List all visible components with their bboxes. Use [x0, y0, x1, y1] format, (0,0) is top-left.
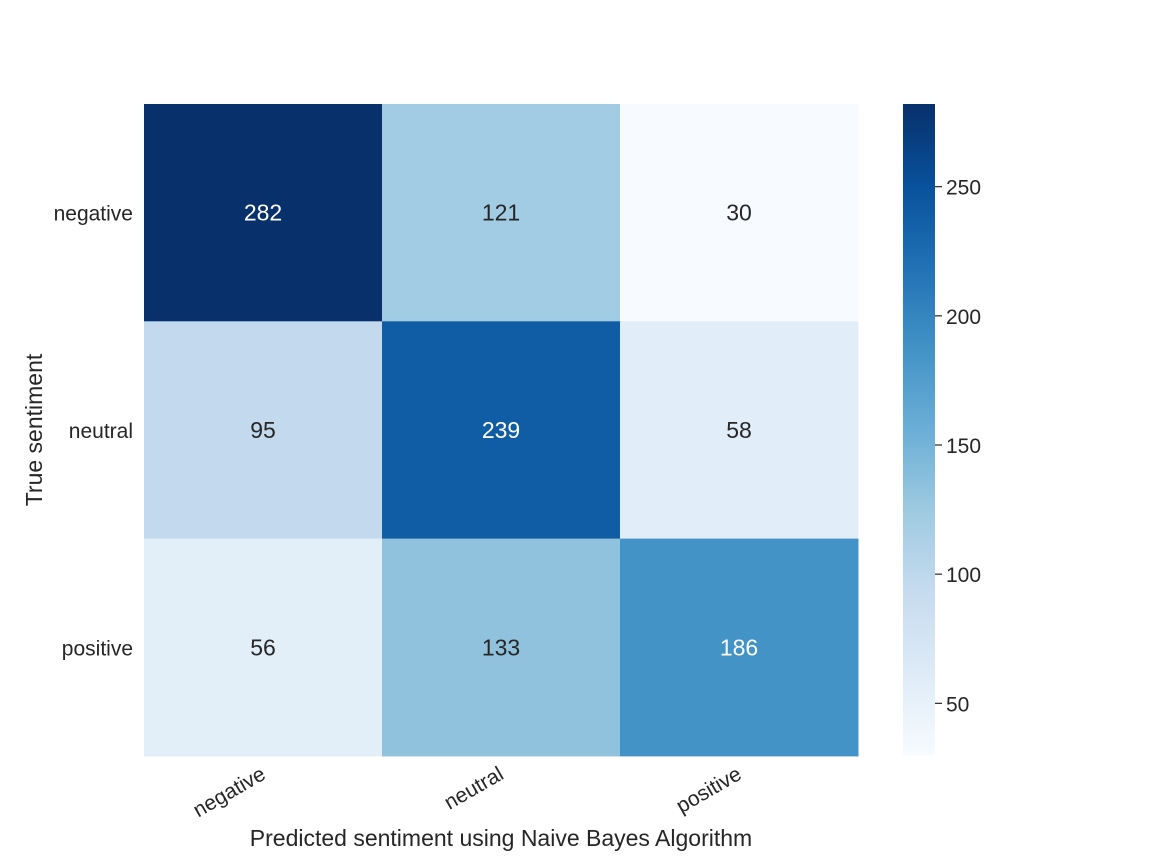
x-tick-label: neutral: [440, 762, 507, 814]
y-tick-label: positive: [62, 637, 133, 660]
colorbar-tick-label: 250: [946, 177, 981, 200]
x-tick-label: negative: [189, 762, 269, 822]
colorbar-tick-label: 200: [946, 306, 981, 329]
colorbar-ticks: 50 100 150 200 250: [935, 177, 981, 716]
cell-value-label: 282: [244, 200, 282, 226]
heatmap-cell-negative-neutral: [382, 104, 621, 322]
y-axis-ticks: negative neutral positive: [54, 203, 133, 661]
heatmap-cell-positive-neutral: [382, 538, 621, 757]
cell-value-label: 95: [250, 417, 276, 443]
cell-value-label: 239: [482, 417, 520, 443]
y-tick-label: negative: [54, 203, 133, 226]
heatmap-cell-negative-positive: [620, 104, 859, 322]
cell-value-label: 133: [482, 634, 520, 660]
heatmap-cell-neutral-negative: [144, 321, 383, 540]
heatmap-cells: [144, 104, 859, 757]
colorbar-tick-label: 150: [946, 435, 981, 458]
cell-value-label: 58: [726, 417, 752, 443]
heatmap-cell-negative-negative: [144, 104, 383, 322]
cell-value-label: 30: [726, 200, 752, 226]
cell-value-label: 121: [482, 200, 520, 226]
cell-value-label: 56: [250, 634, 276, 660]
heatmap-cell-neutral-neutral: [382, 321, 621, 540]
heatmap-cell-neutral-positive: [620, 321, 859, 540]
colorbar-tick-label: 50: [946, 693, 969, 716]
colorbar: [903, 104, 935, 755]
y-tick-label: neutral: [69, 420, 133, 443]
heatmap-cell-labels: 282 121 30 95 239 58 56 133 186: [244, 200, 758, 661]
x-tick-label: positive: [672, 762, 745, 818]
x-axis-label: Predicted sentiment using Naive Bayes Al…: [250, 825, 752, 851]
colorbar-tick-label: 100: [946, 564, 981, 587]
y-axis-label: True sentiment: [21, 353, 47, 506]
heatmap-cell-positive-negative: [144, 538, 383, 757]
x-axis-ticks: negative neutral positive: [189, 762, 745, 822]
heatmap-cell-positive-positive: [620, 538, 859, 757]
cell-value-label: 186: [720, 634, 758, 660]
